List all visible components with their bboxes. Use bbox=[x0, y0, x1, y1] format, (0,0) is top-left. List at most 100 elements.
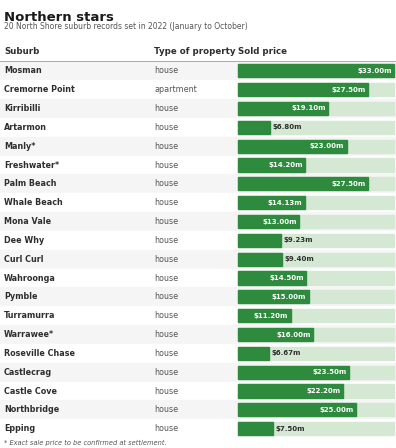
Text: $9.23m: $9.23m bbox=[284, 237, 313, 243]
Text: $7.50m: $7.50m bbox=[276, 426, 305, 432]
Text: Type of property: Type of property bbox=[154, 47, 236, 56]
Text: house: house bbox=[154, 142, 179, 151]
Text: Mona Vale: Mona Vale bbox=[4, 217, 51, 226]
Text: Pymble: Pymble bbox=[4, 293, 38, 302]
Text: $23.50m: $23.50m bbox=[312, 369, 346, 375]
Text: house: house bbox=[154, 293, 179, 302]
Bar bbox=[0, 99, 396, 118]
Bar bbox=[0, 325, 396, 344]
Bar bbox=[0, 344, 396, 363]
Text: Artarmon: Artarmon bbox=[4, 123, 47, 132]
Text: $6.67m: $6.67m bbox=[272, 350, 301, 356]
Text: $14.13m: $14.13m bbox=[268, 200, 302, 206]
Bar bbox=[238, 328, 394, 341]
Text: $14.50m: $14.50m bbox=[269, 275, 304, 281]
Bar bbox=[238, 121, 270, 134]
Bar bbox=[0, 363, 396, 382]
Text: house: house bbox=[154, 349, 179, 358]
Bar bbox=[0, 212, 396, 231]
Bar bbox=[238, 177, 368, 190]
Bar bbox=[238, 422, 273, 435]
Bar bbox=[0, 401, 396, 419]
Bar bbox=[238, 64, 394, 78]
Text: Whale Beach: Whale Beach bbox=[4, 198, 63, 207]
Bar bbox=[238, 253, 282, 266]
Text: $23.00m: $23.00m bbox=[310, 143, 344, 149]
Text: $33.00m: $33.00m bbox=[357, 68, 392, 74]
Text: Castle Cove: Castle Cove bbox=[4, 387, 57, 396]
Bar bbox=[238, 290, 309, 303]
Text: $9.40m: $9.40m bbox=[285, 256, 314, 262]
Bar bbox=[238, 253, 394, 266]
Text: $25.00m: $25.00m bbox=[320, 407, 354, 413]
Bar bbox=[238, 366, 394, 379]
Bar bbox=[238, 403, 394, 417]
Bar bbox=[0, 382, 396, 401]
Text: house: house bbox=[154, 198, 179, 207]
Bar bbox=[238, 140, 346, 153]
Bar bbox=[238, 177, 394, 190]
Text: house: house bbox=[154, 104, 179, 113]
Text: Cremorne Point: Cremorne Point bbox=[4, 85, 75, 94]
Text: Mosman: Mosman bbox=[4, 66, 42, 75]
Bar bbox=[238, 347, 269, 360]
Text: house: house bbox=[154, 311, 179, 320]
Bar bbox=[238, 290, 394, 303]
Bar bbox=[0, 174, 396, 193]
Text: house: house bbox=[154, 330, 179, 339]
Bar bbox=[0, 137, 396, 155]
Text: $6.80m: $6.80m bbox=[272, 125, 302, 130]
Bar bbox=[238, 64, 394, 78]
Bar bbox=[0, 306, 396, 325]
Bar bbox=[238, 215, 299, 228]
Bar bbox=[0, 155, 396, 174]
Bar bbox=[238, 102, 328, 115]
Bar bbox=[238, 422, 394, 435]
Bar bbox=[238, 83, 394, 96]
Text: * Exact sale price to be confirmed at settlement.: * Exact sale price to be confirmed at se… bbox=[4, 440, 167, 446]
Text: house: house bbox=[154, 236, 179, 245]
Bar bbox=[238, 309, 291, 322]
Text: $27.50m: $27.50m bbox=[331, 181, 366, 187]
Bar bbox=[238, 215, 394, 228]
Text: Curl Curl: Curl Curl bbox=[4, 255, 44, 264]
Bar bbox=[238, 159, 394, 172]
Bar bbox=[238, 196, 305, 209]
Bar bbox=[0, 43, 396, 61]
Text: $15.00m: $15.00m bbox=[272, 294, 307, 300]
Bar bbox=[0, 118, 396, 137]
Text: $27.50m: $27.50m bbox=[331, 86, 366, 93]
Bar bbox=[238, 309, 394, 322]
Bar bbox=[0, 250, 396, 269]
Bar bbox=[0, 419, 396, 438]
Text: house: house bbox=[154, 255, 179, 264]
Bar bbox=[238, 234, 394, 247]
Text: Manly*: Manly* bbox=[4, 142, 35, 151]
Bar bbox=[238, 347, 394, 360]
Text: house: house bbox=[154, 424, 179, 433]
Text: Dee Why: Dee Why bbox=[4, 236, 44, 245]
Text: $13.00m: $13.00m bbox=[262, 219, 297, 224]
Bar bbox=[238, 159, 305, 172]
Text: $11.20m: $11.20m bbox=[254, 313, 288, 319]
Text: house: house bbox=[154, 368, 179, 377]
Bar bbox=[238, 271, 394, 284]
Text: Turramurra: Turramurra bbox=[4, 311, 55, 320]
Bar bbox=[238, 328, 314, 341]
Text: house: house bbox=[154, 405, 179, 414]
Bar bbox=[0, 231, 396, 250]
Text: house: house bbox=[154, 66, 179, 75]
Text: Northern stars: Northern stars bbox=[4, 11, 114, 24]
Text: house: house bbox=[154, 160, 179, 169]
Bar bbox=[0, 193, 396, 212]
Text: Kirribilli: Kirribilli bbox=[4, 104, 40, 113]
Bar bbox=[238, 384, 394, 398]
Bar bbox=[238, 140, 394, 153]
Bar bbox=[238, 403, 356, 417]
Text: Sold price: Sold price bbox=[238, 47, 287, 56]
Text: $22.20m: $22.20m bbox=[307, 388, 341, 394]
Text: Suburb: Suburb bbox=[4, 47, 39, 56]
Text: Freshwater*: Freshwater* bbox=[4, 160, 59, 169]
Bar bbox=[238, 102, 394, 115]
Text: Wahroonga: Wahroonga bbox=[4, 274, 56, 283]
